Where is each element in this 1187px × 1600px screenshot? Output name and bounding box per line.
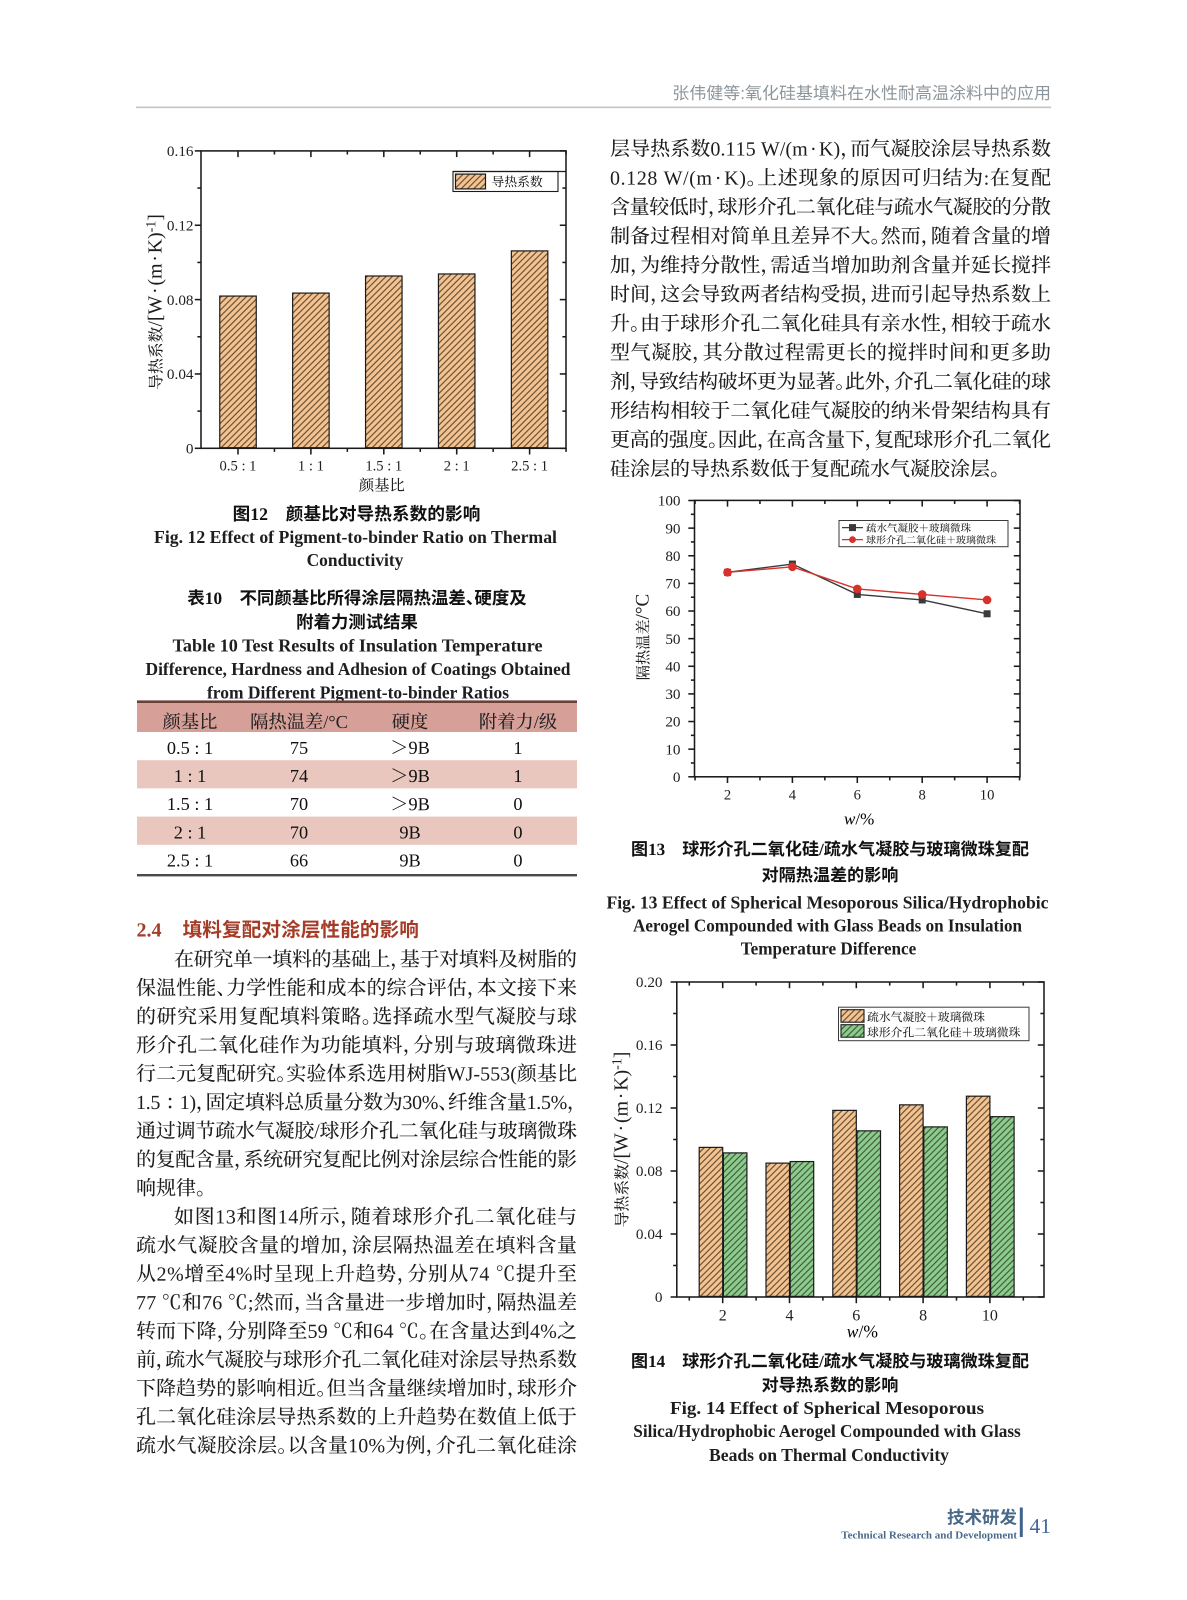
svg-text:1 : 1: 1 : 1	[174, 766, 207, 786]
svg-text:40: 40	[665, 658, 681, 675]
svg-text:66: 66	[290, 851, 308, 871]
svg-text:70: 70	[290, 794, 308, 814]
svg-text:0.12: 0.12	[636, 1100, 663, 1117]
svg-text:2 : 1: 2 : 1	[174, 822, 207, 842]
svg-text:2 : 1: 2 : 1	[444, 459, 470, 475]
svg-text:Aerogel Compounded with Glass: Aerogel Compounded with Glass Beads on I…	[633, 916, 1022, 936]
svg-text:0: 0	[513, 851, 522, 871]
svg-text:0.5 : 1: 0.5 : 1	[167, 738, 213, 758]
svg-text:60: 60	[665, 603, 681, 620]
svg-text:0.08: 0.08	[636, 1163, 663, 1180]
svg-text:30: 30	[665, 686, 681, 703]
svg-text:Difference, Hardness and Adhes: Difference, Hardness and Adhesion of Coa…	[146, 659, 571, 679]
svg-text:1: 1	[513, 738, 522, 758]
svg-text:1: 1	[513, 766, 522, 786]
svg-text:Beads on Thermal Conductivity: Beads on Thermal Conductivity	[709, 1445, 949, 1465]
svg-text:10: 10	[980, 788, 995, 804]
svg-text:Technical Research and Develop: Technical Research and Development	[841, 1530, 1017, 1542]
svg-text:0.16: 0.16	[636, 1037, 663, 1054]
svg-text:8: 8	[919, 788, 926, 804]
svg-text:2.5 : 1: 2.5 : 1	[511, 459, 548, 475]
svg-text:1.5 : 1: 1.5 : 1	[167, 794, 213, 814]
svg-text:74: 74	[290, 766, 308, 786]
svg-text:Fig. 14 Effect of Spherical: Fig. 14 Effect of Spherical Mesoporous	[670, 1398, 984, 1418]
svg-text:50: 50	[665, 631, 681, 648]
svg-text:0.04: 0.04	[167, 366, 194, 383]
svg-text:0.20: 0.20	[636, 974, 663, 991]
svg-text:0.08: 0.08	[167, 292, 194, 309]
svg-text:0.04: 0.04	[636, 1226, 663, 1243]
svg-text:75: 75	[290, 738, 308, 758]
svg-text:9B: 9B	[399, 822, 420, 842]
svg-text:w/%: w/%	[844, 810, 874, 829]
svg-text:Fig. 12 Effect of Pigment-to: Fig. 12 Effect of Pigment-to-binder Rati…	[154, 527, 557, 547]
svg-text:0.5 : 1: 0.5 : 1	[220, 459, 257, 475]
svg-text:Fig. 13 Effect of Spherical: Fig. 13 Effect of Spherical Mesoporous S…	[607, 893, 1049, 913]
svg-text:10: 10	[665, 741, 681, 758]
svg-text:2: 2	[724, 788, 731, 804]
svg-text:70: 70	[665, 576, 681, 593]
svg-text:0: 0	[655, 1289, 663, 1306]
svg-text:1.5 : 1: 1.5 : 1	[365, 459, 402, 475]
svg-text:2.5 : 1: 2.5 : 1	[167, 851, 213, 871]
svg-text:41: 41	[1030, 1514, 1052, 1538]
svg-text:0: 0	[513, 794, 522, 814]
svg-text:4: 4	[786, 1308, 794, 1325]
svg-text:70: 70	[290, 822, 308, 842]
svg-text:9B: 9B	[399, 851, 420, 871]
svg-text:4: 4	[789, 788, 797, 804]
svg-text:6: 6	[854, 788, 861, 804]
svg-text:90: 90	[665, 520, 681, 537]
svg-text:w/%: w/%	[847, 1322, 878, 1342]
svg-text:from Different Pigment-to-bind: from Different Pigment-to-binder Ratios	[207, 683, 509, 703]
svg-text:100: 100	[658, 493, 681, 510]
svg-text:Table 10 Test Results of Ins: Table 10 Test Results of Insulation Temp…	[173, 636, 543, 656]
svg-text:0: 0	[186, 441, 194, 458]
svg-text:0.16: 0.16	[167, 143, 194, 160]
svg-text:80: 80	[665, 548, 681, 565]
svg-text:1 : 1: 1 : 1	[298, 459, 324, 475]
svg-text:Temperature Difference: Temperature Difference	[741, 939, 917, 959]
svg-text:0: 0	[513, 822, 522, 842]
svg-text:Conductivity: Conductivity	[307, 550, 404, 570]
svg-text:2: 2	[719, 1308, 727, 1325]
svg-text:20: 20	[665, 714, 681, 731]
svg-text:0: 0	[673, 769, 681, 786]
svg-text:6: 6	[852, 1308, 860, 1325]
svg-text:8: 8	[919, 1308, 927, 1325]
svg-text:Silica/Hydrophobic Aerogel Com: Silica/Hydrophobic Aerogel Compounded wi…	[633, 1421, 1021, 1441]
svg-text:10: 10	[982, 1308, 998, 1325]
svg-text:0.12: 0.12	[167, 217, 194, 234]
